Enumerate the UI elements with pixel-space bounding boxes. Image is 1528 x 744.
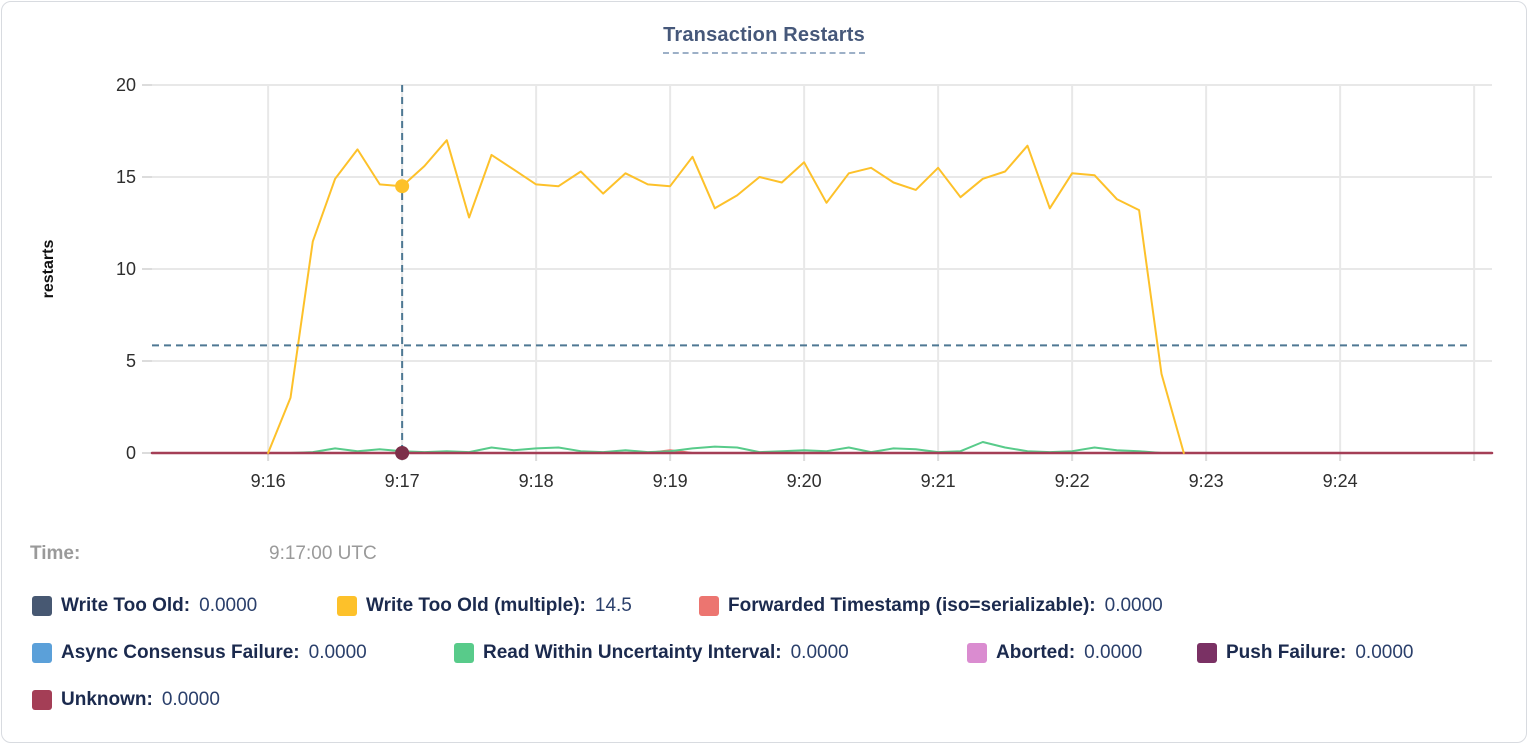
legend-item: Aborted: 0.0000 bbox=[967, 639, 1142, 667]
x-tick-label: 9:20 bbox=[787, 471, 822, 491]
x-grid: 9:16 9:17 9:18 9:19 9:20 9:21 9:22 9:23 9:24 bbox=[251, 85, 1476, 491]
x-tick-label: 9:24 bbox=[1323, 471, 1358, 491]
legend-color-swatch bbox=[337, 596, 357, 616]
legend-value: 0.0000 bbox=[1355, 642, 1414, 663]
legend-value: 0.0000 bbox=[790, 642, 849, 663]
legend-item: Forwarded Timestamp (iso=serializable): 0… bbox=[699, 592, 1163, 620]
y-tick-label: 15 bbox=[116, 167, 136, 187]
y-tick-label: 10 bbox=[116, 259, 136, 279]
x-tick-label: 9:18 bbox=[519, 471, 554, 491]
x-tick-label: 9:19 bbox=[653, 471, 688, 491]
series-line-read-within-uncertainty-interval bbox=[289, 441, 1163, 454]
chart-title[interactable]: Transaction Restarts bbox=[2, 24, 1526, 54]
legend-color-swatch bbox=[32, 643, 52, 663]
legend-color-swatch bbox=[32, 596, 52, 616]
x-tick-label: 9:23 bbox=[1189, 471, 1224, 491]
legend-value: 14.5 bbox=[594, 595, 632, 616]
legend-label: Aborted: bbox=[996, 642, 1076, 663]
legend-label: Write Too Old: bbox=[61, 595, 191, 616]
hover-time-value: 9:17:00 UTC bbox=[269, 543, 377, 564]
legend-label: Write Too Old (multiple): bbox=[366, 595, 586, 616]
legend-label: Read Within Uncertainty Interval: bbox=[483, 642, 782, 663]
series-line-write-too-old-multiple- bbox=[267, 139, 1185, 454]
legend-label: Push Failure: bbox=[1226, 642, 1347, 663]
legend-value: 0.0000 bbox=[1084, 642, 1143, 663]
crosshair-bottom-dot bbox=[395, 446, 410, 460]
y-tick-label: 5 bbox=[126, 351, 136, 371]
legend-color-swatch bbox=[32, 690, 52, 710]
legend-row: Unknown: 0.0000 bbox=[2, 686, 1526, 714]
legend-item: Write Too Old: 0.0000 bbox=[32, 592, 257, 620]
legend-value: 0.0000 bbox=[308, 642, 367, 663]
legend-item: Write Too Old (multiple): 14.5 bbox=[337, 592, 632, 620]
legend-label: Forwarded Timestamp (iso=serializable): bbox=[728, 595, 1096, 616]
highlight-dot bbox=[395, 179, 410, 194]
legend-color-swatch bbox=[699, 596, 719, 616]
y-tick-label: 0 bbox=[126, 443, 136, 463]
legend-color-swatch bbox=[1197, 643, 1217, 663]
y-axis-label: restarts bbox=[40, 239, 57, 299]
legend-item: Read Within Uncertainty Interval: 0.0000 bbox=[454, 639, 849, 667]
x-tick-label: 9:21 bbox=[921, 471, 956, 491]
x-tick-label: 9:22 bbox=[1055, 471, 1090, 491]
legend-label: Unknown: bbox=[61, 689, 153, 710]
legend-value: 0.0000 bbox=[199, 595, 258, 616]
legend-row: Write Too Old: 0.0000 Write Too Old (multi… bbox=[2, 592, 1526, 620]
legend-value: 0.0000 bbox=[1104, 595, 1163, 616]
hover-time-label: Time: bbox=[30, 543, 81, 564]
crosshair bbox=[152, 85, 1472, 460]
legend-color-swatch bbox=[454, 643, 474, 663]
chart-title-text[interactable]: Transaction Restarts bbox=[663, 24, 865, 54]
x-tick-label: 9:16 bbox=[251, 471, 286, 491]
legend-label: Async Consensus Failure: bbox=[61, 642, 300, 663]
x-tick-label: 9:17 bbox=[385, 471, 420, 491]
legend-row: Async Consensus Failure: 0.0000 Read Withi… bbox=[2, 639, 1526, 667]
series bbox=[150, 139, 1494, 455]
legend-item: Async Consensus Failure: 0.0000 bbox=[32, 639, 367, 667]
legend-item: Push Failure: 0.0000 bbox=[1197, 639, 1413, 667]
legend-value: 0.0000 bbox=[161, 689, 220, 710]
legend-item: Unknown: 0.0000 bbox=[32, 686, 220, 714]
transaction-restarts-chart[interactable]: 0 5 10 15 20 9:16 9:17 9:18 9:19 9:20 9:21 9:22 9:23… bbox=[2, 2, 1528, 507]
legend-color-swatch bbox=[967, 643, 987, 663]
y-tick-label: 20 bbox=[116, 75, 136, 95]
